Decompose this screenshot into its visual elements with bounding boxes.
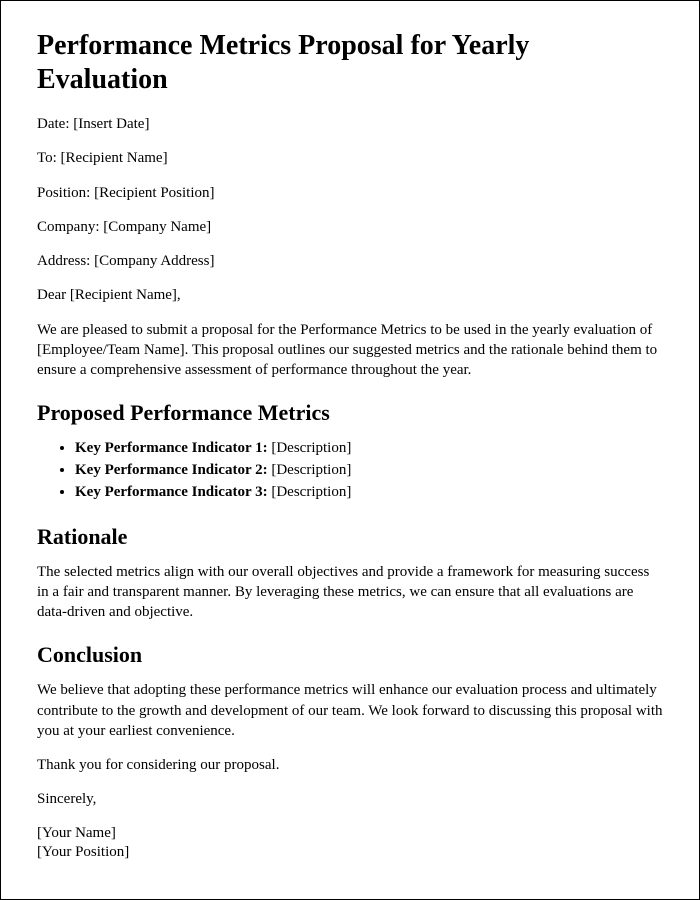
field-company: Company: [Company Name]	[37, 217, 663, 237]
date-value: [Insert Date]	[73, 116, 149, 132]
kpi-desc: [Description]	[271, 440, 351, 456]
conclusion-heading: Conclusion	[37, 642, 663, 668]
kpi-label: Key Performance Indicator 1:	[75, 440, 268, 456]
position-label: Position:	[37, 185, 90, 201]
position-value: [Recipient Position]	[94, 185, 214, 201]
kpi-label: Key Performance Indicator 3:	[75, 484, 268, 500]
field-date: Date: [Insert Date]	[37, 114, 663, 134]
document-page: Performance Metrics Proposal for Yearly …	[0, 0, 700, 900]
list-item: Key Performance Indicator 2: [Descriptio…	[75, 460, 663, 482]
company-label: Company:	[37, 219, 100, 235]
salutation: Dear [Recipient Name],	[37, 285, 663, 305]
to-label: To:	[37, 150, 57, 166]
to-value: [Recipient Name]	[61, 150, 168, 166]
kpi-desc: [Description]	[271, 484, 351, 500]
intro-paragraph: We are pleased to submit a proposal for …	[37, 320, 663, 381]
list-item: Key Performance Indicator 1: [Descriptio…	[75, 438, 663, 460]
kpi-desc: [Description]	[271, 462, 351, 478]
thanks-line: Thank you for considering our proposal.	[37, 755, 663, 775]
field-to: To: [Recipient Name]	[37, 148, 663, 168]
conclusion-body: We believe that adopting these performan…	[37, 680, 663, 741]
field-position: Position: [Recipient Position]	[37, 183, 663, 203]
page-title: Performance Metrics Proposal for Yearly …	[37, 29, 663, 96]
address-value: [Company Address]	[94, 253, 214, 269]
signature-position: [Your Position]	[37, 843, 663, 863]
kpi-label: Key Performance Indicator 2:	[75, 462, 268, 478]
rationale-body: The selected metrics align with our over…	[37, 562, 663, 623]
date-label: Date:	[37, 116, 69, 132]
address-label: Address:	[37, 253, 90, 269]
kpi-list: Key Performance Indicator 1: [Descriptio…	[37, 438, 663, 503]
signature-name: [Your Name]	[37, 824, 663, 844]
metrics-heading: Proposed Performance Metrics	[37, 400, 663, 426]
rationale-heading: Rationale	[37, 524, 663, 550]
field-address: Address: [Company Address]	[37, 251, 663, 271]
closing-line: Sincerely,	[37, 789, 663, 809]
list-item: Key Performance Indicator 3: [Descriptio…	[75, 482, 663, 504]
company-value: [Company Name]	[103, 219, 211, 235]
